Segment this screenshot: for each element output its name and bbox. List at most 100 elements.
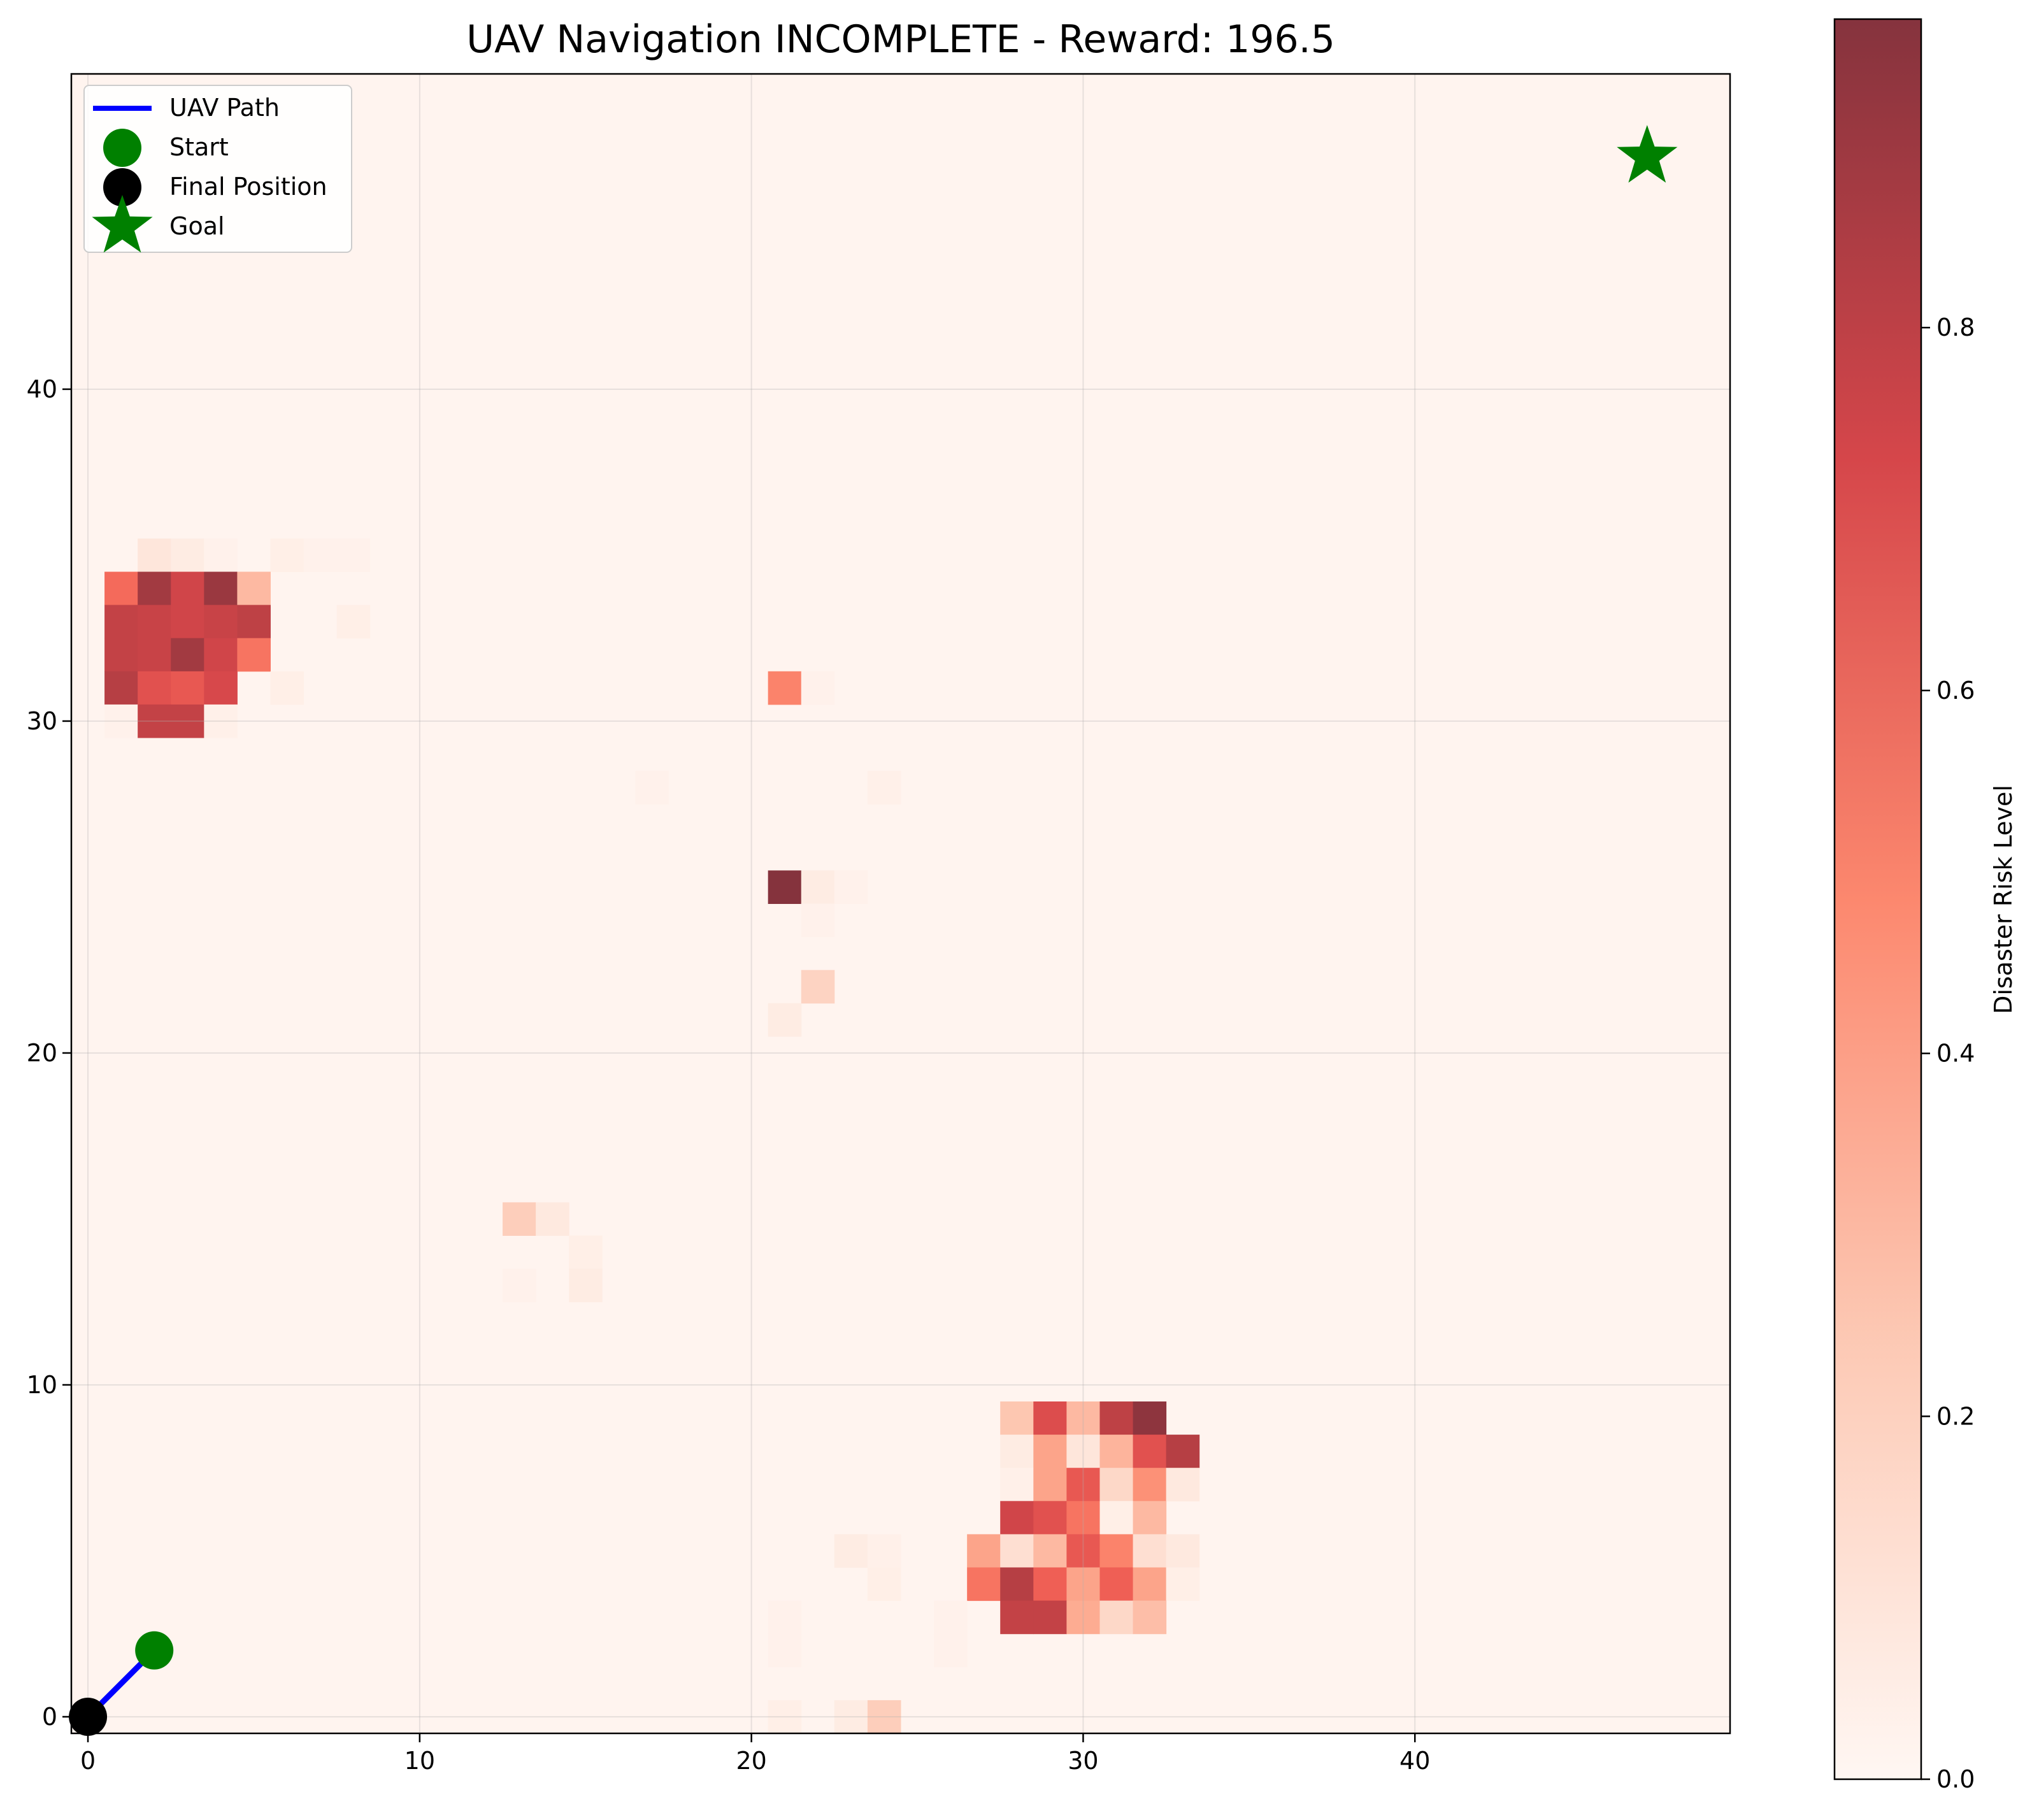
y-tick-label: 0: [42, 1703, 57, 1731]
heatmap-cell: [104, 571, 138, 606]
heatmap-cell: [569, 1235, 603, 1270]
heatmap-cell: [1099, 1567, 1134, 1601]
heatmap-cell: [1166, 1567, 1200, 1601]
heatmap-cell: [536, 1202, 569, 1236]
x-tick-label: 20: [736, 1747, 766, 1775]
heatmap-cell: [867, 1534, 901, 1568]
heatmap-cell: [1133, 1600, 1167, 1635]
heatmap-cell: [834, 870, 868, 904]
colorbar-tick-label: 0.8: [1936, 313, 1975, 341]
heatmap-cell: [171, 571, 204, 606]
colorbar-gradient: [1835, 19, 1921, 1779]
heatmap-cell: [1000, 1534, 1034, 1568]
heatmap-cell: [1033, 1534, 1067, 1568]
y-tick-label: 10: [27, 1371, 57, 1399]
heatmap-cell: [1099, 1468, 1134, 1501]
heatmap-cell: [270, 538, 304, 572]
heatmap-cell: [1033, 1468, 1067, 1501]
heatmap-cell: [569, 1268, 603, 1303]
heatmap-cell: [138, 571, 171, 606]
heatmap-cell: [1000, 1501, 1034, 1535]
heatmap-cell: [1066, 1534, 1100, 1568]
heatmap-cell: [768, 870, 802, 904]
final-position-marker: [69, 1697, 108, 1736]
heatmap-cell: [1066, 1600, 1100, 1635]
heatmap-cell: [834, 1534, 868, 1568]
goal-star-icon: [1617, 125, 1678, 183]
plot-area: 0 10 20 30 40 0 10 20 30 40: [27, 73, 1731, 1775]
heatmap-cell: [1099, 1600, 1134, 1635]
y-tick-label: 40: [27, 375, 57, 403]
heatmap-background: [71, 74, 1730, 1733]
heatmap-cell: [171, 638, 204, 672]
heatmap-cell: [801, 870, 835, 904]
heatmap-cell: [1133, 1567, 1167, 1601]
heatmap-cell: [303, 538, 338, 572]
heatmap-cell: [1099, 1501, 1134, 1535]
heatmap-cell: [1066, 1401, 1100, 1435]
x-axis: 0 10 20 30 40: [80, 1733, 1430, 1775]
heatmap-cell: [1133, 1401, 1167, 1435]
heatmap-cell: [204, 671, 238, 705]
heatmap-cell: [801, 671, 835, 705]
heatmap-cell: [138, 605, 171, 639]
heatmap-cell: [768, 1003, 802, 1037]
heatmap-cell: [171, 671, 204, 705]
colorbar-label: Disaster Risk Level: [1989, 785, 2017, 1014]
x-tick-label: 10: [404, 1747, 435, 1775]
heatmap-cell: [1133, 1501, 1167, 1535]
heatmap-cell: [204, 605, 238, 639]
heatmap-cell: [1166, 1468, 1200, 1501]
heatmap-cell: [1033, 1435, 1067, 1468]
heatmap-cell: [867, 771, 901, 805]
heatmap-cell: [867, 1567, 901, 1601]
heatmap-cell: [1133, 1435, 1167, 1468]
chart-title: UAV Navigation INCOMPLETE - Reward: 196.…: [466, 17, 1335, 62]
heatmap-cell: [768, 1700, 802, 1734]
heatmap-cell: [1166, 1534, 1200, 1568]
heatmap-cell: [138, 671, 171, 705]
heatmap-cell: [104, 638, 138, 672]
legend-start-label: Start: [169, 133, 229, 161]
colorbar-tick-label: 0.2: [1936, 1402, 1975, 1430]
heatmap-cell: [138, 638, 171, 672]
heatmap-cell: [1000, 1567, 1034, 1601]
gridlines: [71, 74, 1730, 1733]
legend: UAV Path Start Final Position Goal: [83, 85, 352, 253]
heatmap-cell: [171, 704, 204, 738]
heatmap-cell: [503, 1268, 536, 1303]
heatmap-cell: [1000, 1468, 1034, 1501]
heatmap-cell: [1099, 1534, 1134, 1568]
heatmap-cell: [1033, 1401, 1067, 1435]
heatmap-cell: [1066, 1435, 1100, 1468]
heatmap-cell: [1133, 1534, 1167, 1568]
heatmap-cell: [237, 571, 271, 606]
heatmap-cell: [934, 1633, 968, 1668]
heatmap-cell: [104, 605, 138, 639]
heatmap-cell: [834, 1700, 868, 1734]
heatmap-cells: [71, 74, 1730, 1734]
heatmap-cell: [336, 538, 371, 572]
heatmap-cell: [138, 704, 171, 738]
heatmap-cell: [171, 605, 204, 639]
heatmap-cell: [1033, 1567, 1067, 1601]
path-overlay: [69, 125, 1678, 1736]
heatmap-cell: [1066, 1468, 1100, 1501]
heatmap-cell: [237, 638, 271, 672]
heatmap-cell: [204, 638, 238, 672]
heatmap-cell: [104, 704, 138, 738]
legend-box: [83, 85, 352, 253]
heatmap-cell: [336, 605, 371, 639]
heatmap-cell: [1033, 1501, 1067, 1535]
heatmap-cell: [1166, 1435, 1200, 1468]
heatmap-cell: [1133, 1468, 1167, 1501]
y-axis: 0 10 20 30 40: [27, 375, 71, 1731]
heatmap-cell: [171, 538, 204, 572]
colorbar-tick-label: 0.6: [1936, 677, 1975, 705]
heatmap-cell: [503, 1202, 536, 1236]
legend-start-swatch: [103, 129, 141, 167]
heatmap-cell: [768, 1600, 802, 1635]
x-tick-label: 0: [80, 1747, 96, 1775]
heatmap-cell: [967, 1567, 1001, 1601]
